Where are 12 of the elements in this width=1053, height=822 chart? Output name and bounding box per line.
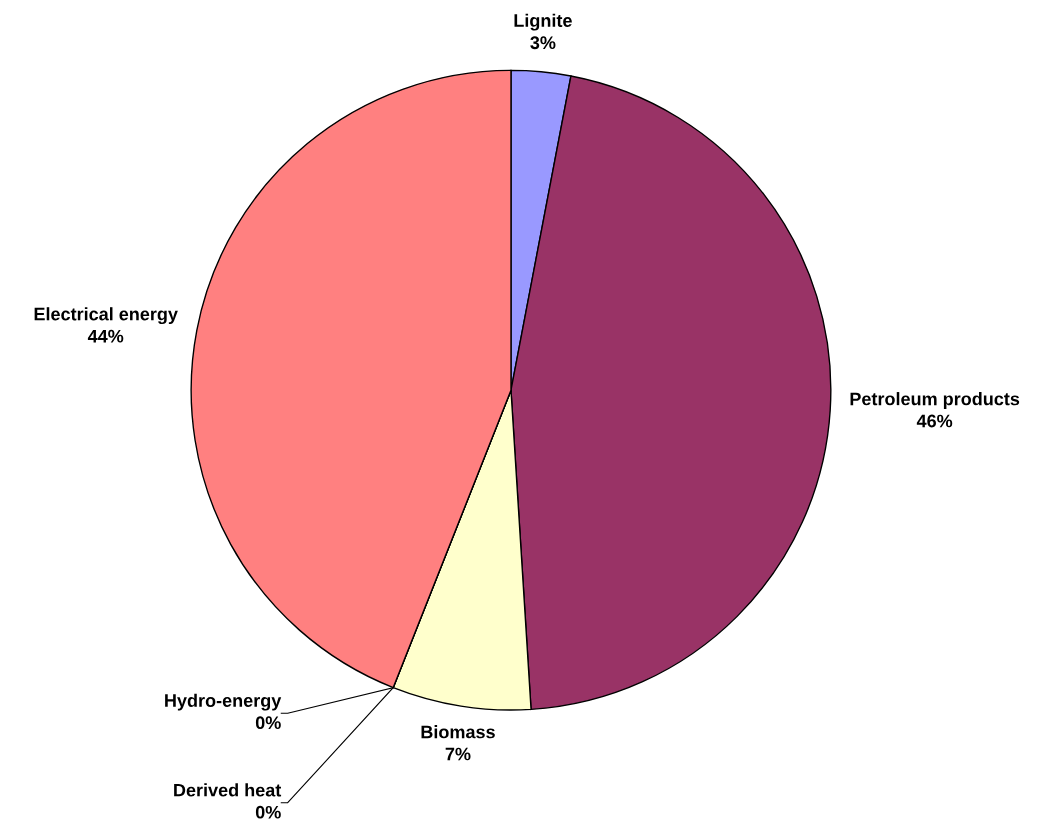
- data-label: 46%: [916, 414, 953, 428]
- category-label: Derived heat: [174, 783, 282, 797]
- category-label: Hydro-energy: [165, 693, 282, 711]
- slice-label: Petroleum products: [850, 392, 1020, 409]
- text: 0%: [255, 805, 281, 819]
- slice-label: Electrical energy: [34, 307, 178, 325]
- data-label: 3%: [530, 36, 556, 50]
- data-label: 7%: [445, 747, 471, 761]
- slice-label: Biomass: [421, 725, 495, 739]
- slice-label: Lignite: [514, 13, 572, 31]
- text: 0%: [255, 716, 281, 730]
- data-label: 44%: [87, 329, 124, 343]
